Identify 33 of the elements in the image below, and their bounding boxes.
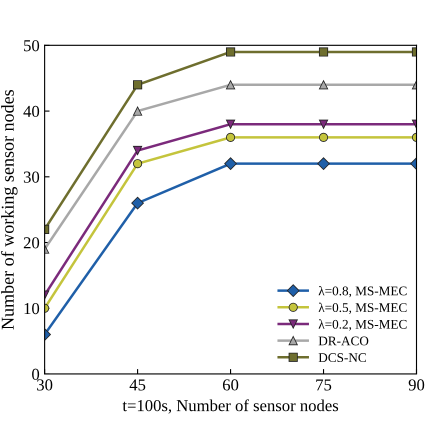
y-tick-label: 10 bbox=[24, 302, 40, 314]
point bbox=[133, 106, 142, 116]
y-tick-label: 20 bbox=[24, 237, 40, 248]
point bbox=[318, 80, 328, 90]
legend-label: λ=0.2, MS-MEC bbox=[318, 319, 407, 331]
y-tick-label: 30 bbox=[24, 172, 40, 183]
point bbox=[226, 47, 236, 57]
point bbox=[131, 196, 144, 210]
legend-label: λ=0.5, MS-MEC bbox=[318, 302, 407, 314]
point bbox=[133, 80, 142, 90]
y-axis-title: Number of working sensor nodes bbox=[0, 90, 18, 330]
point bbox=[318, 132, 328, 142]
point bbox=[224, 157, 237, 170]
point bbox=[133, 159, 142, 168]
x-tick-label: 75 bbox=[316, 379, 332, 391]
y-tick-label: 50 bbox=[24, 40, 40, 52]
point bbox=[226, 80, 236, 90]
legend-label: DR-ACO bbox=[318, 336, 368, 346]
x-axis-title: t=100s, Number of sensor nodes bbox=[122, 399, 338, 414]
point bbox=[226, 132, 236, 142]
x-tick-label: 30 bbox=[37, 379, 52, 391]
legend-label: DCS-NC bbox=[318, 353, 366, 362]
x-tick-label: 60 bbox=[222, 379, 238, 391]
y-tick-label: 40 bbox=[23, 106, 40, 118]
legend-label: λ=0.8, MS-MEC bbox=[318, 286, 407, 298]
point bbox=[133, 146, 142, 156]
x-tick-label: 90 bbox=[408, 379, 424, 391]
x-tick-label: 45 bbox=[130, 379, 146, 391]
point bbox=[318, 47, 328, 57]
point bbox=[318, 120, 328, 129]
point bbox=[226, 120, 236, 129]
y-tick-label: 0 bbox=[32, 368, 40, 380]
point bbox=[317, 157, 330, 170]
